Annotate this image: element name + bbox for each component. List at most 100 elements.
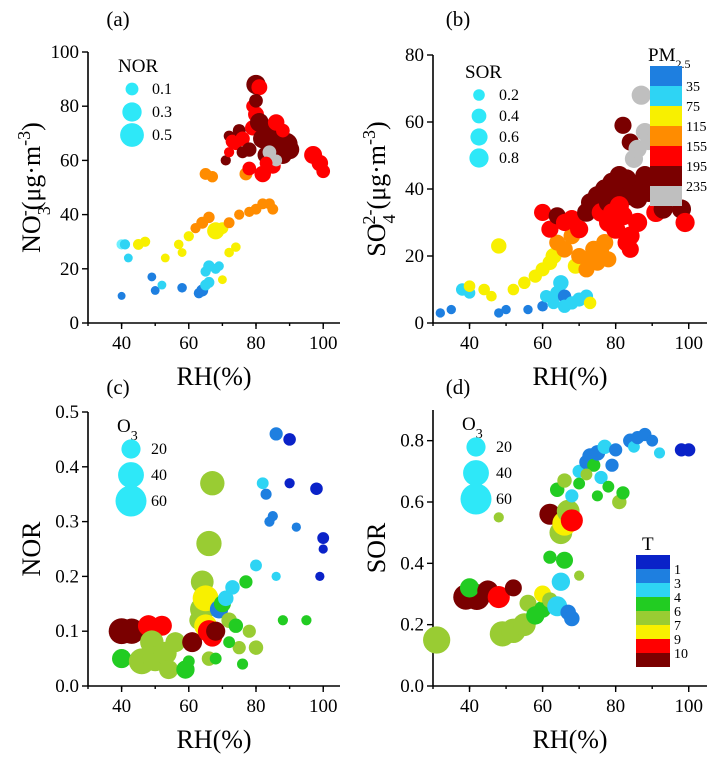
- size-legend-bubble: [473, 89, 485, 101]
- data-point: [206, 170, 219, 183]
- data-point: [270, 154, 283, 167]
- data-point: [646, 434, 659, 447]
- data-point: [621, 240, 639, 258]
- data-point: [534, 203, 552, 222]
- data-point: [614, 116, 632, 134]
- data-point: [228, 618, 244, 633]
- data-point: [504, 579, 522, 597]
- data-point: [269, 427, 283, 441]
- y-tick-label: 0: [415, 313, 425, 334]
- data-point: [250, 559, 262, 572]
- data-point: [423, 626, 451, 654]
- data-point: [147, 272, 157, 282]
- data-point: [587, 458, 601, 472]
- data-point: [119, 239, 131, 250]
- size-legend-bubble: [122, 102, 142, 122]
- size-legend-label: 60: [496, 491, 512, 508]
- color-bar-label: 4: [674, 591, 681, 606]
- size-legend: O3 20 40 60: [115, 416, 167, 517]
- y-tick-label: 20: [60, 259, 79, 280]
- data-point: [236, 146, 249, 159]
- data-point: [220, 155, 231, 166]
- y-tick-label: 0.1: [55, 621, 79, 642]
- data-point: [556, 240, 573, 258]
- data-point: [237, 658, 249, 670]
- color-bar-swatch: [636, 639, 670, 653]
- data-point: [242, 161, 257, 176]
- data-point: [523, 304, 533, 315]
- data-point: [150, 286, 160, 295]
- data-point: [310, 482, 323, 496]
- data-point: [151, 615, 172, 636]
- size-legend-bubble: [460, 483, 492, 515]
- data-point: [259, 156, 273, 170]
- color-bar-swatch: [650, 66, 682, 86]
- y-tick-label: 0.0: [55, 676, 79, 697]
- data-point: [234, 209, 245, 220]
- data-point: [217, 590, 234, 607]
- x-tick-label: 40: [460, 696, 479, 717]
- size-legend-label: 0.8: [499, 150, 519, 167]
- data-point: [159, 659, 179, 680]
- x-tick-label: 100: [674, 696, 703, 717]
- data-point: [183, 231, 194, 242]
- data-point: [225, 580, 240, 595]
- color-bar-swatch: [636, 555, 670, 569]
- size-legend-title: NOR: [118, 56, 158, 77]
- data-point: [537, 300, 548, 312]
- data-point: [553, 275, 569, 291]
- size-legend-label: 0.1: [152, 81, 172, 98]
- data-point: [486, 290, 497, 302]
- y-tick-label: 80: [60, 96, 79, 117]
- size-legend-label: 0.2: [499, 87, 519, 104]
- panel-c: 40 60 80 100 0.0 0.1 0.2 0.3 0.4 0.5 RH(%) NOR (c) O3…: [17, 375, 340, 754]
- x-tick-label: 60: [179, 696, 198, 717]
- color-bar-label: 155: [686, 140, 707, 155]
- y-tick-label: 100: [51, 42, 80, 63]
- data-point: [602, 203, 622, 222]
- data-point: [277, 615, 288, 626]
- color-bar-swatch: [650, 166, 682, 186]
- data-point: [543, 550, 557, 564]
- data-point: [271, 571, 281, 582]
- size-legend-title: O3: [117, 416, 138, 444]
- size-legend-bubble: [120, 123, 144, 147]
- color-bar-swatch: [636, 597, 670, 611]
- x-axis-label: RH(%): [176, 362, 251, 391]
- panel-label: (c): [106, 375, 129, 399]
- panel-b: 40 60 80 100 0 20 40 60 80 RH(%) SO42-(μg·m-3) (b) S…: [359, 7, 707, 391]
- data-point: [284, 478, 295, 489]
- data-point: [560, 509, 583, 532]
- data-point: [267, 203, 279, 215]
- y-tick-label: 0.2: [400, 615, 424, 636]
- color-bar-swatch: [650, 126, 682, 146]
- data-point: [507, 283, 520, 296]
- y-tick-label: 60: [60, 150, 79, 171]
- color-bar-label: 115: [686, 120, 706, 135]
- x-tick-label: 60: [533, 696, 552, 717]
- color-bar-label: 3: [674, 577, 681, 592]
- y-tick-label: 0.4: [400, 553, 424, 574]
- color-bar-swatch: [650, 86, 682, 106]
- data-point: [318, 544, 328, 554]
- data-point: [570, 220, 589, 239]
- data-point: [235, 131, 250, 146]
- color-bar-swatch: [636, 653, 670, 667]
- size-legend-label: 40: [151, 467, 167, 484]
- size-legend-label: 0.6: [499, 129, 519, 146]
- data-point: [564, 610, 580, 627]
- data-point: [177, 282, 187, 293]
- size-legend-bubble: [463, 460, 489, 486]
- data-point: [283, 433, 296, 446]
- data-point: [315, 571, 325, 582]
- color-bar-label: 35: [686, 80, 700, 95]
- data-point: [157, 280, 167, 290]
- data-point: [248, 640, 264, 655]
- size-legend-label: 0.5: [152, 127, 172, 144]
- x-axis-label: RH(%): [176, 725, 251, 754]
- size-legend-label: 20: [496, 439, 512, 456]
- data-point: [117, 291, 126, 300]
- data-point: [316, 164, 331, 179]
